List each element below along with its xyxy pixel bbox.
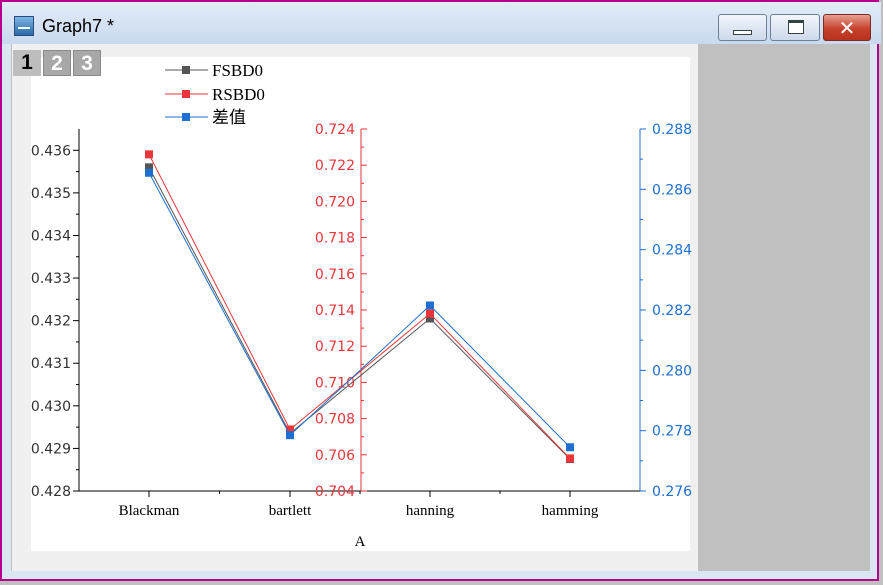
middle-y-tick-label: 0.714	[315, 303, 355, 319]
middle-y-tick-label: 0.722	[315, 158, 355, 174]
right-y-tick-label: 0.288	[652, 122, 692, 138]
left-y-tick-label: 0.436	[31, 143, 71, 159]
middle-y-tick-label: 0.706	[315, 448, 355, 464]
left-y-tick-label: 0.430	[31, 399, 71, 415]
x-tick-label: bartlett	[269, 503, 312, 519]
data-point	[145, 150, 153, 159]
data-point	[286, 431, 294, 440]
right-y-tick-label: 0.276	[652, 484, 692, 500]
middle-y-tick-label: 0.708	[315, 412, 355, 428]
middle-y-tick-label: 0.716	[315, 267, 355, 283]
title-bar[interactable]: Graph7 * ✕	[2, 2, 881, 44]
right-y-tick-label: 0.282	[652, 303, 692, 319]
layer-tab-1[interactable]: 1	[13, 50, 41, 76]
legend-marker	[182, 113, 190, 121]
data-point	[145, 163, 153, 172]
maximize-button[interactable]	[770, 14, 820, 41]
left-y-tick-label: 0.434	[31, 228, 71, 244]
series-line	[148, 167, 571, 460]
data-point	[426, 309, 434, 318]
left-y-tick-label: 0.429	[31, 441, 71, 457]
graph-window-icon[interactable]	[14, 16, 34, 36]
legend-label: RSBD0	[212, 85, 265, 104]
middle-y-tick-label: 0.718	[315, 231, 355, 247]
data-point	[426, 301, 434, 310]
series-line	[148, 172, 571, 448]
left-y-tick-label: 0.431	[31, 356, 71, 372]
middle-y-tick-label: 0.720	[315, 194, 355, 210]
right-y-tick-label: 0.278	[652, 424, 692, 440]
window-title: Graph7 *	[42, 16, 115, 36]
legend-label: 差值	[212, 108, 246, 127]
data-point	[286, 425, 294, 434]
x-tick-label: Blackman	[119, 503, 180, 519]
legend-marker	[182, 66, 190, 74]
series-line	[148, 154, 571, 459]
data-point	[426, 314, 434, 323]
data-point	[566, 454, 574, 463]
x-tick-label: hamming	[542, 503, 599, 519]
layer-tab-2[interactable]: 2	[43, 50, 71, 76]
right-y-tick-label: 0.286	[652, 182, 692, 198]
maximize-icon	[788, 20, 804, 34]
right-y-tick-label: 0.280	[652, 363, 692, 379]
left-y-tick-label: 0.432	[31, 314, 71, 330]
minimize-button[interactable]	[718, 14, 767, 41]
close-icon: ✕	[838, 16, 856, 40]
left-y-tick-label: 0.428	[31, 484, 71, 500]
legend-label: FSBD0	[212, 61, 263, 80]
data-point	[145, 168, 153, 177]
right-y-tick-label: 0.284	[652, 243, 692, 259]
middle-y-tick-label: 0.710	[315, 375, 355, 391]
close-button[interactable]: ✕	[823, 14, 871, 41]
data-point	[566, 443, 574, 452]
minimize-icon	[733, 30, 752, 35]
x-axis-title: A	[355, 534, 366, 550]
left-y-tick-label: 0.435	[31, 186, 71, 202]
x-tick-label: hanning	[406, 503, 455, 519]
left-y-tick-label: 0.433	[31, 271, 71, 287]
legend-marker	[182, 90, 190, 98]
middle-y-tick-label: 0.712	[315, 339, 355, 355]
layer-tab-3[interactable]: 3	[73, 50, 101, 76]
middle-y-tick-label: 0.724	[315, 122, 355, 138]
middle-y-tick-label: 0.704	[315, 484, 355, 500]
